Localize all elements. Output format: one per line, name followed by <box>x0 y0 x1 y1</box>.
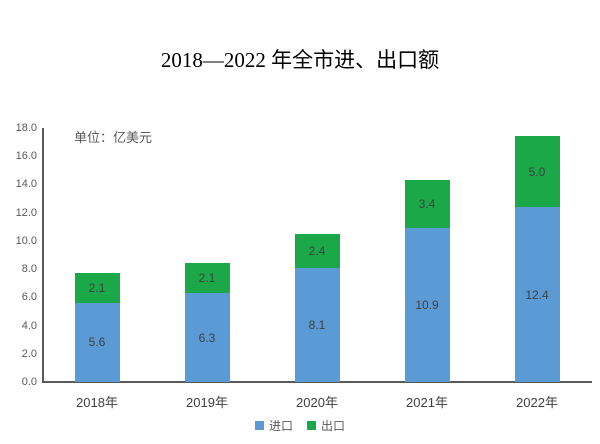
bar-value-label: 2.1 <box>198 271 216 286</box>
chart-legend: 进口 出口 <box>0 417 600 434</box>
bar-value-label: 10.9 <box>415 298 439 313</box>
legend-label-出口: 出口 <box>321 419 346 433</box>
bar-segment-进口-2022年: 12.4 <box>514 207 560 382</box>
y-tick-label: 14.0 <box>15 178 37 191</box>
bar-value-label: 5.6 <box>88 335 106 350</box>
bar-segment-进口-2021年: 10.9 <box>404 228 450 382</box>
unit-label: 单位：亿美元 <box>74 130 153 145</box>
bar-value-label: 2.4 <box>308 243 326 258</box>
y-tick-label: 18.0 <box>15 122 37 134</box>
x-axis-line <box>42 381 592 383</box>
bar-value-label: 12.4 <box>525 287 549 302</box>
x-axis-label-2021年: 2021年 <box>406 395 448 410</box>
legend-item-进口: 进口 <box>254 417 293 434</box>
bar-value-label: 6.3 <box>198 330 216 345</box>
x-axis-label-2019年: 2019年 <box>186 395 228 410</box>
bar-segment-出口-2021年: 3.4 <box>404 180 450 229</box>
bar-value-label: 2.1 <box>88 281 106 296</box>
bar-value-label: 8.1 <box>308 317 326 332</box>
x-axis-label-2022年: 2022年 <box>516 395 558 410</box>
bar-value-label: 5.0 <box>528 164 546 179</box>
bar-segment-进口-2020年: 8.1 <box>294 267 340 382</box>
y-axis-line <box>42 128 44 382</box>
y-tick-label: 12.0 <box>15 206 37 219</box>
x-axis-label-2020年: 2020年 <box>296 395 338 410</box>
legend-swatch-出口 <box>307 421 316 430</box>
y-tick-label: 10.0 <box>15 234 37 247</box>
bar-segment-出口-2020年: 2.4 <box>294 233 340 268</box>
legend-label-进口: 进口 <box>268 419 293 433</box>
bar-segment-出口-2019年: 2.1 <box>184 263 230 294</box>
y-tick-label: 2.0 <box>21 347 37 360</box>
y-tick-label: 6.0 <box>21 291 37 304</box>
legend-item-出口: 出口 <box>307 417 345 434</box>
y-tick-label: 16.0 <box>15 150 37 163</box>
bar-value-label: 3.4 <box>418 197 436 212</box>
y-tick-label: 8.0 <box>21 263 37 276</box>
bar-segment-出口-2018年: 2.1 <box>74 273 120 303</box>
x-axis-label-2018年: 2018年 <box>76 395 118 410</box>
bar-segment-进口-2019年: 6.3 <box>184 293 230 382</box>
chart-title: 2018—2022 年全市进、出口额 <box>160 48 440 72</box>
bar-segment-进口-2018年: 5.6 <box>74 302 120 382</box>
bar-segment-出口-2022年: 5.0 <box>514 136 560 207</box>
y-tick-label: 0.0 <box>21 376 37 388</box>
y-tick-label: 4.0 <box>21 319 37 332</box>
legend-swatch-进口 <box>254 421 264 430</box>
